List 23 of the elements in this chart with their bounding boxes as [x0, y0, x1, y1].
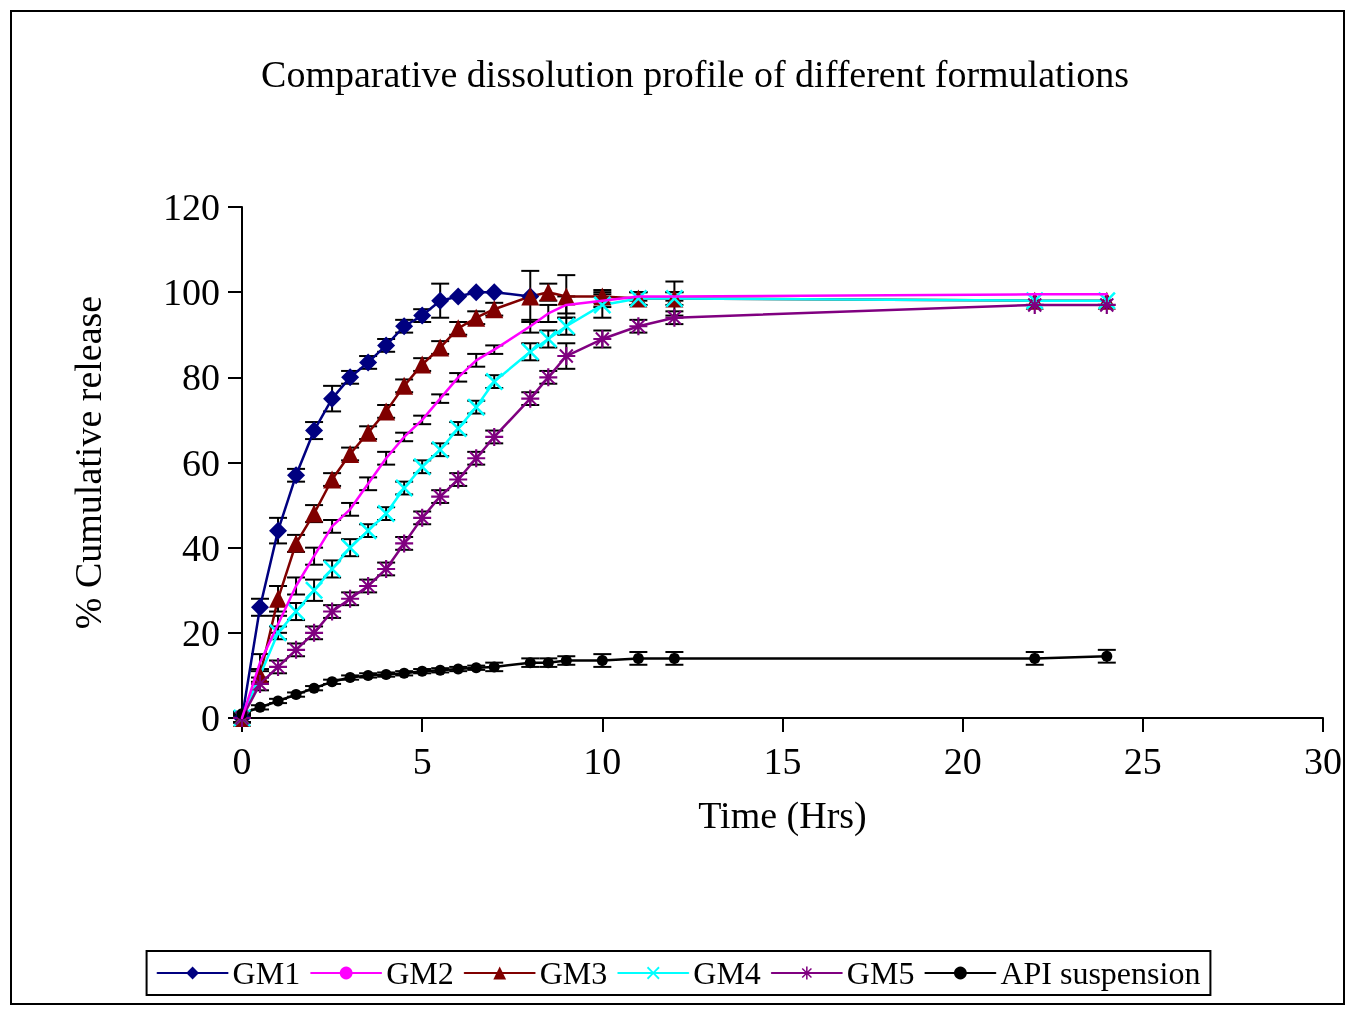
legend-label: GM4 [693, 955, 761, 991]
x-axis-title: Time (Hrs) [698, 794, 867, 837]
legend-label: GM1 [232, 955, 301, 991]
x-tick-label: 25 [1123, 740, 1162, 782]
x-tick-label: 20 [943, 740, 982, 782]
y-tick-label: 60 [182, 441, 220, 484]
x-tick-label: 30 [1304, 740, 1342, 782]
legend-label: GM3 [539, 955, 608, 991]
legend-label: GM5 [846, 955, 915, 991]
legend-label: API suspension [1000, 955, 1201, 991]
y-tick-label: 120 [163, 186, 220, 228]
legend-label: GM2 [386, 955, 454, 991]
y-tick-label: 40 [182, 526, 220, 569]
y-tick-label: 100 [163, 271, 220, 314]
y-tick-label: 0 [201, 697, 220, 739]
x-tick-label: 10 [583, 740, 622, 782]
y-axis-title: % Cumulative release [67, 295, 109, 630]
x-tick-label: 0 [232, 740, 252, 782]
chart-title: Comparative dissolution profile of different formulations [261, 53, 1129, 95]
y-tick-label: 80 [182, 356, 220, 399]
x-tick-label: 15 [763, 740, 802, 782]
y-tick-label: 20 [182, 611, 220, 654]
x-tick-label: 5 [412, 740, 432, 782]
